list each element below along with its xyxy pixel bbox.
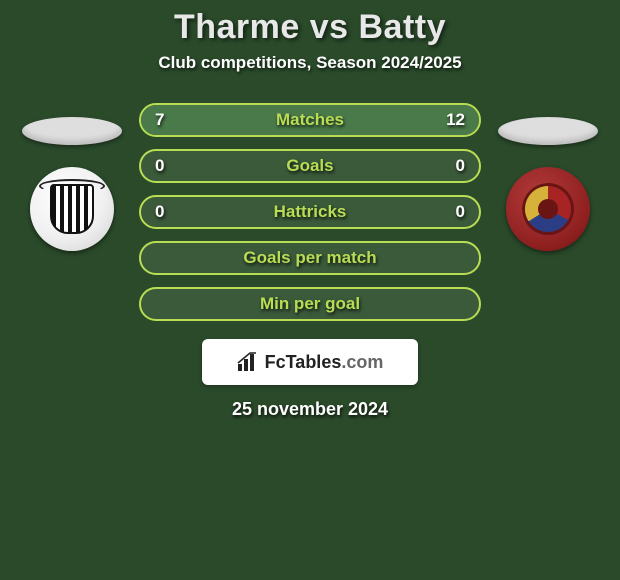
team-crest-left [30,167,114,251]
bar-chart-icon [237,352,259,372]
stat-row: 7 Matches 12 [139,103,481,137]
stat-label: Hattricks [274,202,347,222]
comparison-card: Tharme vs Batty Club competitions, Seaso… [0,0,620,420]
watermark-suffix: .com [341,352,383,372]
page-subtitle: Club competitions, Season 2024/2025 [158,53,461,73]
cap-left [22,117,122,145]
right-col [493,103,603,251]
stat-value-right: 0 [456,156,465,176]
main-row: 7 Matches 12 0 Goals 0 0 Hattricks 0 Goals per ma… [0,103,620,321]
team-crest-right [506,167,590,251]
stats-list: 7 Matches 12 0 Goals 0 0 Hattricks 0 Goals per ma… [139,103,481,321]
stat-value-left: 7 [155,110,164,130]
watermark-text: FcTables.com [265,352,384,373]
stat-row: 0 Hattricks 0 [139,195,481,229]
stat-value-right: 0 [456,202,465,222]
stat-row: Goals per match [139,241,481,275]
cap-right [498,117,598,145]
stat-label: Goals per match [243,248,376,268]
date-text: 25 november 2024 [232,399,388,420]
page-title: Tharme vs Batty [174,8,446,47]
stat-label: Min per goal [260,294,360,314]
left-col [17,103,127,251]
stat-value-right: 12 [446,110,465,130]
stat-value-left: 0 [155,202,164,222]
watermark-brand: FcTables [265,352,342,372]
stat-row: Min per goal [139,287,481,321]
stat-label: Matches [276,110,344,130]
stat-label: Goals [286,156,333,176]
stat-row: 0 Goals 0 [139,149,481,183]
stat-value-left: 0 [155,156,164,176]
watermark-link[interactable]: FcTables.com [202,339,418,385]
